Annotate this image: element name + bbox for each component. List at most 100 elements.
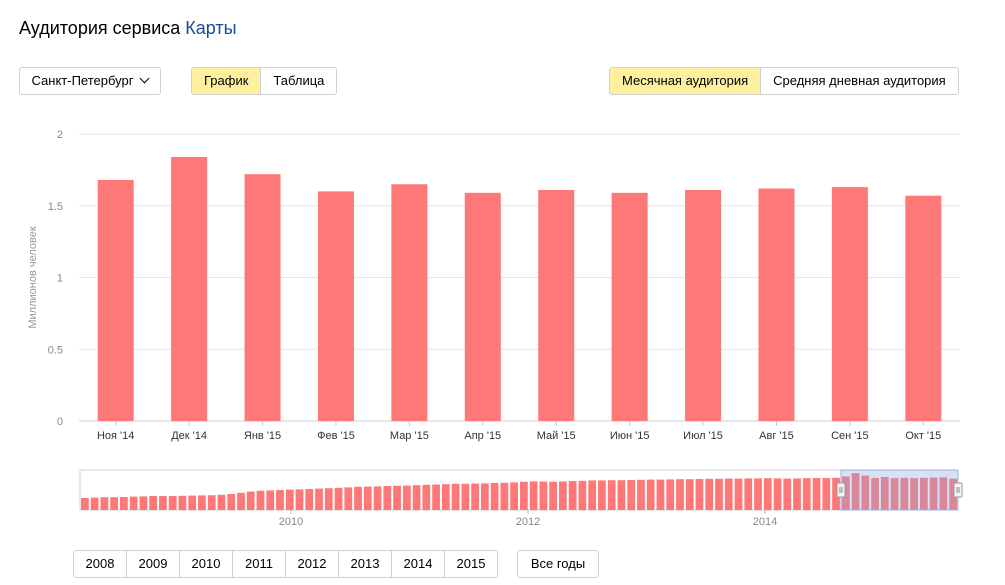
overview-bar [802, 478, 811, 510]
overview-bar [295, 489, 304, 510]
y-tick-label: 1.5 [48, 201, 63, 213]
overview-bar [676, 479, 684, 510]
overview-bar [559, 481, 567, 510]
bar [391, 184, 428, 421]
x-tick-label: Мар '15 [390, 430, 429, 442]
overview-bar [783, 478, 792, 510]
overview-bar [734, 478, 743, 510]
overview-bar [793, 478, 801, 510]
title-prefix: Аудитория сервиса [19, 18, 181, 38]
drag-handle[interactable] [836, 482, 846, 498]
overview-bar [120, 497, 128, 510]
overview-bar [324, 488, 333, 510]
x-tick-label: Май '15 [537, 430, 576, 442]
overview-bar [773, 478, 782, 510]
overview-bar [919, 477, 928, 510]
x-tick-label: Июн '15 [610, 430, 650, 442]
bar-chart: 0 0.5 1 1.5 2 Миллионов человек Ноя '14 Дек '14… [27, 129, 960, 442]
year-label: 2012 [516, 516, 540, 528]
overview-bar [168, 496, 177, 510]
overview-bar [461, 483, 470, 510]
chevron-down-icon [140, 73, 150, 84]
bar [97, 179, 134, 421]
overview-bar [227, 494, 236, 510]
x-tick-label: Сен '15 [831, 430, 869, 442]
overview-bar [373, 486, 382, 510]
drag-handle[interactable] [953, 482, 963, 498]
year-selector: 2008 2009 2010 2011 2012 2013 2014 2015 [73, 550, 498, 578]
year-button-2013[interactable]: 2013 [338, 551, 391, 577]
year-button-2008[interactable]: 2008 [74, 551, 126, 577]
overview-bar [412, 485, 421, 510]
overview-bar [929, 477, 938, 510]
overview-bar [149, 496, 158, 510]
audience-switch: Месячная аудитория Средняя дневная аудит… [609, 67, 959, 95]
bar [685, 189, 722, 421]
tab-monthly-audience[interactable]: Месячная аудитория [610, 68, 761, 94]
bar [538, 189, 575, 421]
year-button-2014[interactable]: 2014 [391, 551, 444, 577]
overview-bar [539, 481, 548, 510]
year-label: 2014 [753, 516, 777, 528]
overview-bar [441, 484, 450, 510]
year-button-2015[interactable]: 2015 [444, 551, 497, 577]
bar [758, 188, 795, 421]
overview-bar [568, 481, 577, 510]
overview-bar [637, 479, 645, 510]
overview-bar [646, 479, 655, 510]
y-tick-label: 1 [57, 273, 63, 285]
overview-bar [520, 481, 528, 510]
overview-bar [110, 497, 119, 510]
overview-bar [939, 477, 948, 510]
tab-table[interactable]: Таблица [260, 68, 337, 94]
x-tick-label: Июл '15 [683, 430, 723, 442]
x-tick-label: Янв '15 [244, 430, 281, 442]
x-tick-label: Окт '15 [905, 430, 941, 442]
overview-bar [402, 485, 411, 510]
overview-bar [695, 479, 704, 510]
drag-handle-grip [953, 482, 963, 498]
overview-bar [900, 477, 909, 510]
overview-bar [656, 479, 665, 510]
x-tick-label: Апр '15 [464, 430, 501, 442]
all-years-button[interactable]: Все годы [517, 550, 599, 578]
tab-daily-audience[interactable]: Средняя дневная аудитория [760, 68, 958, 94]
overview-bar [334, 487, 343, 510]
y-tick-label: 0 [57, 416, 63, 428]
overview-bar [266, 490, 275, 510]
overview-bar [480, 483, 489, 510]
overview-bar [529, 481, 538, 510]
x-tick-label: Ноя '14 [97, 430, 134, 442]
overview-bar [588, 480, 597, 510]
year-button-2010[interactable]: 2010 [179, 551, 232, 577]
overview-bar [763, 478, 772, 510]
overview-bar [237, 492, 245, 510]
overview-bar [100, 497, 109, 510]
overview-bar [861, 475, 870, 510]
overview-bar [354, 486, 362, 510]
bar [317, 191, 354, 421]
service-name[interactable]: Карты [185, 18, 237, 38]
overview-bar [949, 478, 957, 510]
year-button-2009[interactable]: 2009 [126, 551, 179, 577]
overview-bar [880, 477, 889, 510]
overview-bar [178, 495, 187, 510]
y-axis-label: Миллионов человек [27, 226, 39, 328]
city-dropdown[interactable]: Санкт-Петербург [19, 67, 161, 95]
x-tick-label: Авг '15 [759, 430, 794, 442]
year-button-2012[interactable]: 2012 [285, 551, 338, 577]
overview-navigator[interactable]: 2010 2012 2014 [0, 462, 1005, 532]
overview-bar [363, 486, 372, 510]
overview-bar [217, 494, 226, 510]
overview-bar [451, 483, 460, 510]
year-button-2011[interactable]: 2011 [232, 551, 285, 577]
overview-bar [188, 495, 197, 510]
overview-bar [432, 484, 440, 510]
bar [171, 156, 208, 421]
overview-bar [744, 478, 753, 510]
overview-bar [129, 496, 138, 510]
tab-graph[interactable]: График [192, 68, 261, 94]
overview-bar [685, 479, 694, 510]
overview-bar [256, 490, 265, 510]
overview-bar [207, 495, 216, 510]
